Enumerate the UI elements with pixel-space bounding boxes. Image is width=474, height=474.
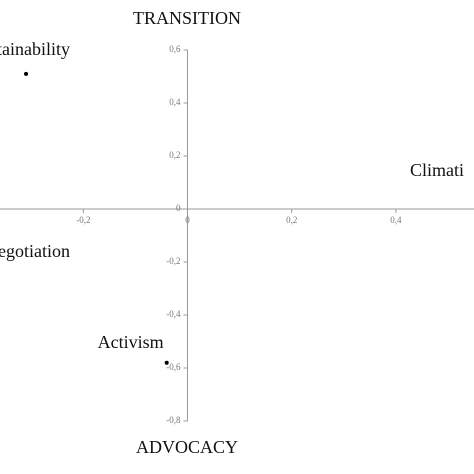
y-tick-label: 0,4 bbox=[169, 97, 181, 107]
point bbox=[164, 360, 169, 365]
y-tick-label: -0,2 bbox=[166, 256, 180, 266]
x-tick-label: 0 bbox=[185, 215, 190, 225]
y-tick-label: 0,6 bbox=[169, 44, 181, 54]
bottom-label: ADVOCACY bbox=[136, 437, 238, 457]
y-tick-label: -0,4 bbox=[166, 309, 181, 319]
annotation: Climati bbox=[410, 160, 464, 180]
x-tick-label: 0,2 bbox=[286, 215, 297, 225]
y-tick-label: -0,8 bbox=[166, 415, 181, 425]
y-tick-label: 0 bbox=[176, 203, 181, 213]
point bbox=[24, 71, 29, 76]
y-tick-label: -0,6 bbox=[166, 362, 181, 372]
annotation: egotiation bbox=[0, 241, 70, 261]
x-tick-label: 0,4 bbox=[390, 215, 402, 225]
x-tick-label: -0,2 bbox=[76, 215, 90, 225]
y-tick-label: 0,2 bbox=[169, 150, 180, 160]
point-label: tainability bbox=[0, 39, 70, 59]
top-label: TRANSITION bbox=[133, 8, 241, 28]
point-label: Activism bbox=[98, 332, 164, 352]
